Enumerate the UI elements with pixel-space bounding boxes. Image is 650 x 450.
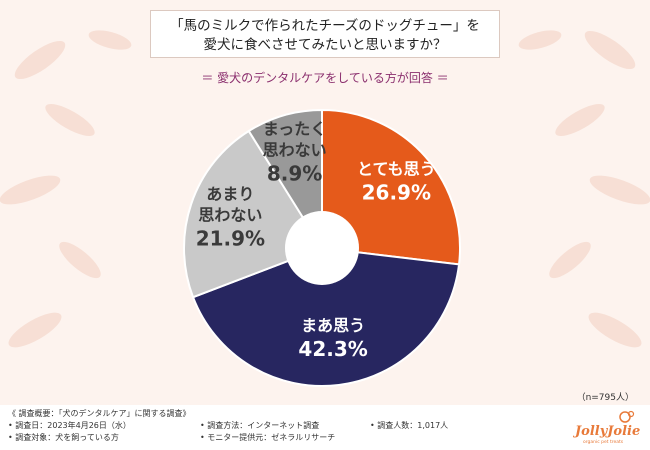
survey-overview: 《 調査概要：「犬のデンタルケア」に関する調査》 <box>8 409 191 418</box>
label-not-at-all-line-2: 思わない <box>263 140 327 159</box>
survey-method: • 調査方法：インターネット調査 <box>200 421 320 430</box>
title-line-2: 愛犬に食べさせてみたいと思いますか？ <box>203 37 447 53</box>
survey-footer: 《 調査概要：「犬のデンタルケア」に関する調査》 • 調査日：2023年4月26… <box>0 405 650 450</box>
label-not-at-all-line-1: まったく <box>263 119 326 138</box>
label-somewhat-line-1: まあ思う <box>301 316 365 335</box>
label-not-much-line-1: あまり <box>206 184 254 203</box>
survey-target: • 調査対象：犬を飼っている方 <box>8 433 119 442</box>
value-very-much: 26.9% <box>362 181 431 205</box>
label-not-much-line-2: 思わない <box>198 205 262 224</box>
survey-count: • 調査人数：1,017人 <box>370 421 449 430</box>
value-not-much: 21.9% <box>196 226 265 250</box>
slice-not-at-all <box>247 108 323 252</box>
slice-somewhat <box>191 246 461 387</box>
logo-text: JollyJolie <box>573 424 640 439</box>
value-not-at-all: 8.9% <box>267 161 322 185</box>
monitor-provider: • モニター提供元：ゼネラルリサーチ <box>200 433 336 442</box>
jollyjolie-logo: JollyJolie organic pet treats <box>573 410 640 445</box>
value-somewhat: 42.3% <box>298 337 367 361</box>
chart-title: 「馬のミルクで作られたチーズのドッグチュー」を 愛犬に食べさせてみたいと思います… <box>150 10 500 58</box>
survey-date: • 調査日：2023年4月26日（水） <box>8 421 131 430</box>
sample-size-note: （n=795人） <box>576 393 634 403</box>
slice-very-much <box>321 108 461 266</box>
donut-hole <box>285 211 359 285</box>
title-line-1: 「馬のミルクで作られたチーズのドッグチュー」を <box>170 18 480 34</box>
logo-tagline: organic pet treats <box>583 439 624 445</box>
label-very-much-line-1: とても思う <box>357 160 436 179</box>
chart-subtitle: ＝ 愛犬のデンタルケアをしている方が回答 ＝ <box>201 71 449 85</box>
